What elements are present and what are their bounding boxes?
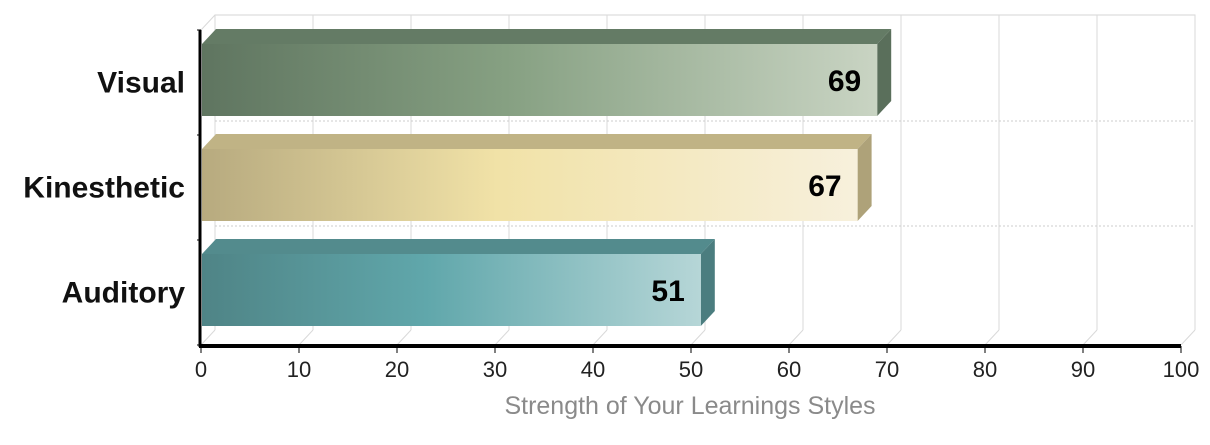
bar-layer	[202, 29, 892, 326]
gridline-floor	[886, 329, 902, 346]
category-label: Visual	[97, 67, 185, 100]
x-tick-label: 20	[385, 357, 409, 382]
x-axis-title: Strength of Your Learnings Styles	[504, 392, 875, 420]
x-tick-label: 60	[777, 357, 801, 382]
left-wall-top	[200, 14, 216, 31]
bar-auditory	[202, 239, 715, 326]
gridline-floor	[200, 329, 216, 346]
bar-top-face	[202, 134, 872, 149]
bar-top-face	[202, 239, 715, 254]
category-label: Auditory	[62, 277, 186, 310]
x-tick-label: 80	[973, 357, 997, 382]
gridline-floor	[1180, 329, 1196, 346]
bar-side-face	[877, 29, 892, 116]
gridline-floor	[494, 329, 510, 346]
x-tick-label: 0	[195, 357, 207, 382]
bar-side-face	[700, 239, 715, 326]
gridline-floor	[690, 329, 706, 346]
bar-value-label: 67	[808, 170, 841, 203]
gridline-floor	[1082, 329, 1098, 346]
x-tick-label: 90	[1071, 357, 1095, 382]
x-tick-label: 100	[1163, 357, 1200, 382]
bar-side-face	[857, 134, 872, 221]
x-tick-label: 40	[581, 357, 605, 382]
axis-layer	[197, 29, 1182, 353]
bar-front-face	[202, 44, 878, 116]
gridline-floor	[396, 329, 412, 346]
gridline-floor	[592, 329, 608, 346]
bar-value-label: 69	[828, 65, 861, 98]
bar-top-face	[202, 29, 892, 44]
gridline-floor	[788, 329, 804, 346]
bar-kinesthetic	[202, 134, 872, 221]
bar-value-label: 51	[651, 275, 684, 308]
gridline-floor	[298, 329, 314, 346]
category-label: Kinesthetic	[23, 172, 185, 205]
gridline-floor	[984, 329, 1000, 346]
x-tick-label: 30	[483, 357, 507, 382]
bar-front-face	[202, 254, 701, 326]
x-tick-label: 70	[875, 357, 899, 382]
bar-front-face	[202, 149, 858, 221]
x-tick-label: 50	[679, 357, 703, 382]
x-tick-label: 10	[287, 357, 311, 382]
bar-visual	[202, 29, 892, 116]
label-layer: 0 10 20 30 40 50 60 70 80 90 100 69 Visual 67 Kinesthe…	[23, 65, 1199, 382]
